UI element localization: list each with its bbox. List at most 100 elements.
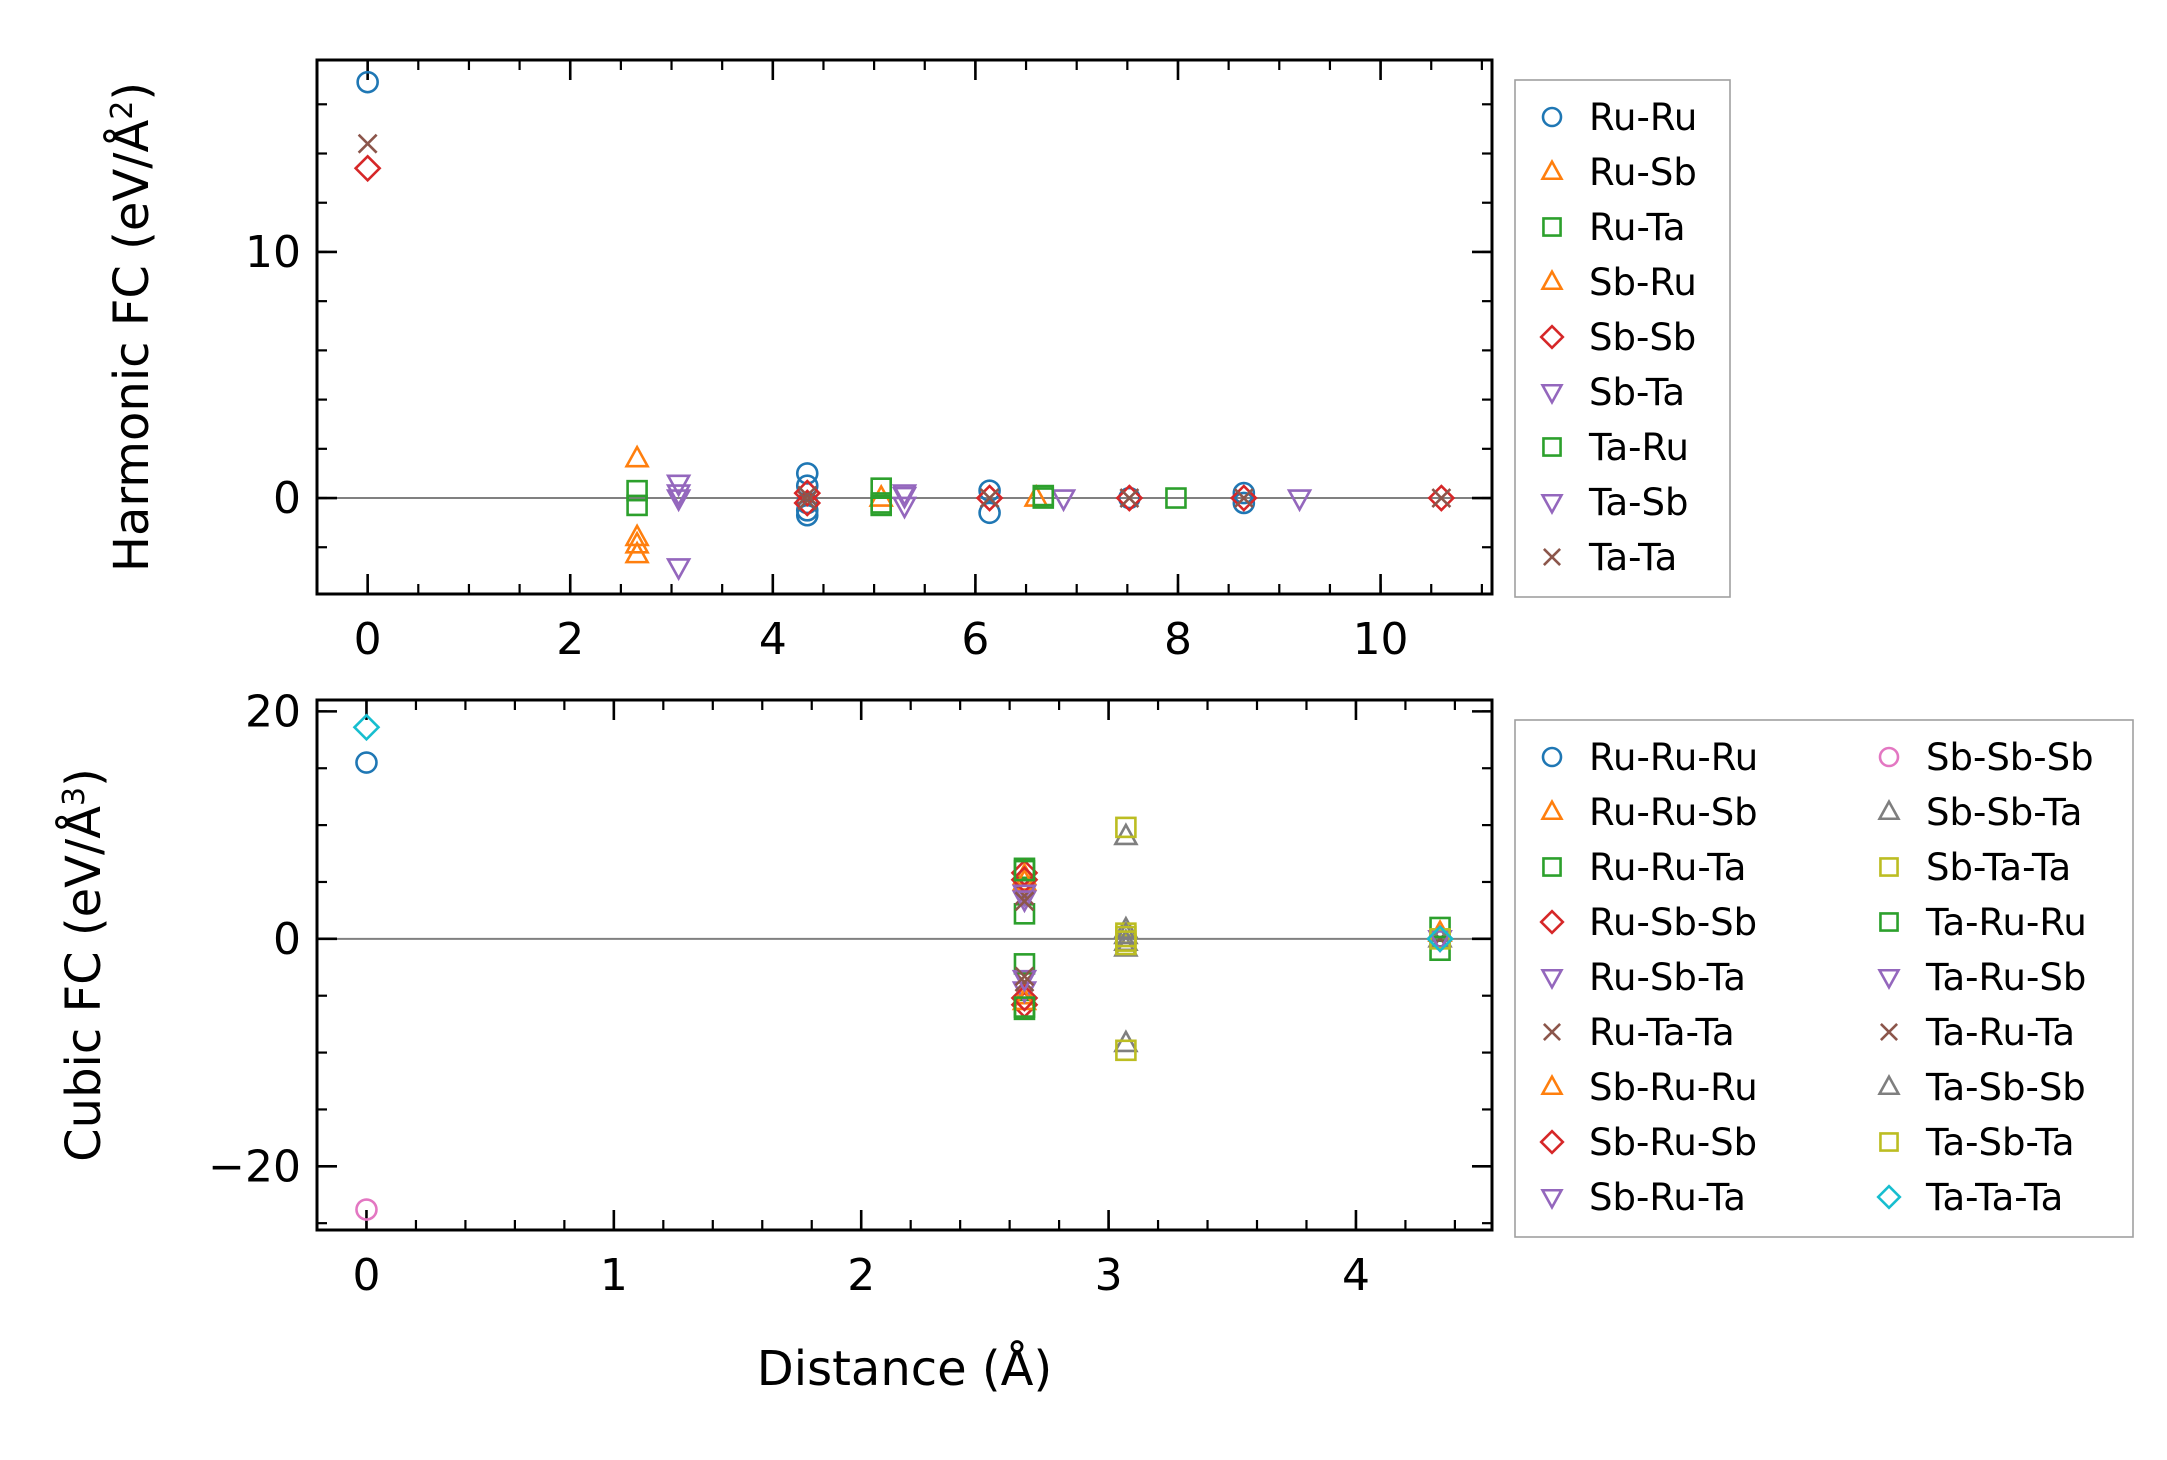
cubic-legend-marker-ru-ru-ru: [1541, 746, 1563, 768]
cubic-point-sb-ru-ta: [1011, 890, 1038, 914]
cubic-legend-label-ru-sb-ta: Ru-Sb-Ta: [1589, 956, 1746, 999]
cubic-legend-marker-sb-ru-ta: [1540, 1188, 1564, 1211]
cubic-legend-label-sb-ta-ta: Sb-Ta-Ta: [1926, 846, 2071, 889]
cubic-legend-entry-ru-sb-sb: Ru-Sb-Sb: [1539, 901, 1757, 944]
cubic-point-ta-ru-ta: [1014, 966, 1035, 987]
harmonic-x-tick-2: 2: [556, 614, 584, 665]
harmonic-legend-entry-ru-sb: Ru-Sb: [1540, 151, 1697, 194]
harmonic-point-ta-ta: [1233, 488, 1254, 508]
harmonic-legend: Ru-Ru Ru-Sb Ru-Ta Sb-Ru Sb-Sb Sb-Ta Ta-Ru Ta-Sb…: [1514, 79, 1731, 598]
cubic-legend-entry-ta-ta-ta: Ta-Ta-Ta: [1876, 1176, 2063, 1219]
cubic-legend-marker-ta-ru-ta: [1879, 1022, 1899, 1042]
cubic-legend-marker-ta-ru-sb: [1877, 968, 1901, 991]
harmonic-x-tick-8: 8: [1164, 614, 1192, 665]
cubic-legend-label-ta-ru-sb: Ta-Ru-Sb: [1925, 956, 2086, 999]
harmonic-point-ru-ru: [1232, 491, 1256, 515]
harmonic-legend-marker-ru-sb: [1540, 158, 1564, 181]
harmonic-legend-label-sb-ta: Sb-Ta: [1589, 371, 1685, 414]
harmonic-point-ta-ru: [1032, 487, 1055, 509]
harmonic-major-ticks: [317, 60, 1492, 594]
harmonic-point-ta-ta: [357, 133, 378, 154]
cubic-point-ta-sb-ta: [1115, 930, 1137, 952]
cubic-legend-label-sb-ru-ru: Sb-Ru-Ru: [1589, 1066, 1758, 1109]
cubic-legend-label-ta-ru-ru: Ta-Ru-Ru: [1925, 901, 2087, 944]
cubic-legend-marker-sb-ru-ru: [1540, 1073, 1564, 1096]
harmonic-y-tick-labels: 0 10: [245, 227, 301, 524]
harmonic-legend-entry-sb-ta: Sb-Ta: [1540, 371, 1685, 414]
cubic-series-ru-ru-sb: [1011, 862, 1453, 1005]
cubic-legend-marker-sb-sb-ta: [1877, 798, 1901, 821]
harmonic-series-ta-ru: [870, 487, 1055, 517]
cubic-data-points: [352, 713, 1454, 1221]
cubic-point-ta-ta-ta: [1426, 925, 1454, 953]
cubic-point-sb-ta-ta: [1115, 1039, 1137, 1062]
cubic-legend-marker-ru-ta-ta: [1542, 1022, 1562, 1042]
harmonic-point-ru-ru: [978, 501, 1001, 525]
cubic-legend-entry-ru-ru-sb: Ru-Ru-Sb: [1540, 791, 1758, 834]
cubic-series-ru-ru-ru: [355, 751, 1452, 951]
cubic-legend-label-ta-sb-sb: Ta-Sb-Sb: [1925, 1066, 2086, 1109]
cubic-legend-label-ta-ta-ta: Ta-Ta-Ta: [1925, 1176, 2063, 1219]
cubic-legend-box: [1514, 719, 2134, 1238]
cubic-legend-entry-sb-sb-ta: Sb-Sb-Ta: [1877, 791, 2082, 834]
cubic-series-ta-ru-ta: [1014, 891, 1035, 987]
harmonic-point-sb-ta: [1286, 489, 1313, 513]
cubic-x-tick-2: 2: [847, 1250, 875, 1301]
harmonic-series-sb-sb: [353, 154, 1456, 517]
harmonic-legend-entry-sb-sb: Sb-Sb: [1539, 316, 1696, 359]
harmonic-x-tick-4: 4: [759, 614, 787, 665]
cubic-legend-entry-ta-sb-ta: Ta-Sb-Ta: [1879, 1121, 2075, 1164]
harmonic-x-tick-labels: 0 2 4 6 8 10: [354, 614, 1409, 665]
harmonic-point-sb-ru: [624, 530, 650, 554]
cubic-point-sb-ru-sb: [1010, 984, 1039, 1012]
harmonic-point-ta-sb: [665, 484, 692, 508]
cubic-legend-entry-sb-ru-ru: Sb-Ru-Ru: [1540, 1066, 1758, 1109]
harmonic-legend-marker-ru-ta: [1542, 217, 1562, 237]
harmonic-legend-marker-ru-ru: [1541, 106, 1563, 128]
cubic-legend-entry-ru-sb-ta: Ru-Sb-Ta: [1540, 956, 1746, 999]
cubic-series-sb-sb-sb: [355, 927, 1452, 1221]
harmonic-y-tick-10: 10: [245, 227, 301, 278]
harmonic-point-ru-ru: [1118, 486, 1141, 510]
harmonic-series-ru-sb: [624, 444, 1049, 547]
harmonic-series-ru-ru: [356, 70, 1256, 527]
cubic-legend-entry-sb-ru-ta: Sb-Ru-Ta: [1540, 1176, 1746, 1219]
harmonic-legend-label-ta-sb: Ta-Sb: [1588, 481, 1688, 524]
cubic-point-ru-ru-ta: [1429, 939, 1451, 962]
cubic-minor-ticks: [315, 700, 1492, 1230]
cubic-legend-entry-ru-ta-ta: Ru-Ta-Ta: [1542, 1011, 1735, 1054]
harmonic-legend-marker-ta-ru: [1542, 437, 1562, 457]
cubic-fc-panel: 0 1 2 3 4 −20 0 20 Cubic FC (eV/Å3) Distance (…: [55, 686, 2134, 1397]
harmonic-point-ta-ta: [1431, 488, 1452, 508]
harmonic-data-points: [353, 70, 1456, 582]
cubic-point-ta-ta-ta: [352, 713, 381, 742]
harmonic-legend-entry-ta-sb: Ta-Sb: [1540, 481, 1688, 524]
harmonic-point-ta-ta: [797, 485, 818, 506]
cubic-x-axis-label: Distance (Å): [757, 1340, 1052, 1397]
cubic-series-ru-sb-ta: [1011, 878, 1453, 1005]
harmonic-legend-marker-sb-ru: [1540, 268, 1564, 291]
cubic-series-ta-ru-sb: [1011, 884, 1453, 954]
harmonic-legend-marker-ta-sb: [1540, 493, 1564, 516]
cubic-legend-entry-sb-ta-ta: Sb-Ta-Ta: [1879, 846, 2071, 889]
cubic-legend-entry-ru-ru-ta: Ru-Ru-Ta: [1542, 846, 1746, 889]
harmonic-point-ru-ru: [795, 462, 819, 485]
harmonic-point-ta-ta: [979, 488, 1000, 508]
cubic-legend-label-sb-ru-ta: Sb-Ru-Ta: [1589, 1176, 1746, 1219]
cubic-legend-marker-ru-sb-sb: [1539, 909, 1565, 935]
cubic-legend-marker-sb-sb-sb: [1878, 746, 1900, 768]
harmonic-series-ta-ta: [357, 133, 1452, 511]
cubic-legend-label-ru-ru-ta: Ru-Ru-Ta: [1589, 846, 1746, 889]
cubic-legend-entry-ta-sb-sb: Ta-Sb-Sb: [1877, 1066, 2086, 1109]
cubic-legend-label-ru-ru-ru: Ru-Ru-Ru: [1589, 736, 1758, 779]
harmonic-point-sb-ta: [891, 496, 918, 520]
harmonic-legend-entry-ru-ru: Ru-Ru: [1541, 96, 1697, 139]
harmonic-point-ru-ta: [1165, 487, 1187, 509]
harmonic-legend-label-ta-ta: Ta-Ta: [1588, 536, 1677, 579]
harmonic-legend-label-sb-ru: Sb-Ru: [1589, 261, 1697, 304]
harmonic-legend-label-ru-ru: Ru-Ru: [1589, 96, 1697, 139]
cubic-point-sb-sb-sb: [355, 1198, 378, 1221]
cubic-legend-entry-ta-ru-sb: Ta-Ru-Sb: [1877, 956, 2086, 999]
harmonic-y-axis-label: Harmonic FC (eV/Å2): [103, 82, 160, 572]
cubic-x-tick-4: 4: [1342, 1250, 1370, 1301]
